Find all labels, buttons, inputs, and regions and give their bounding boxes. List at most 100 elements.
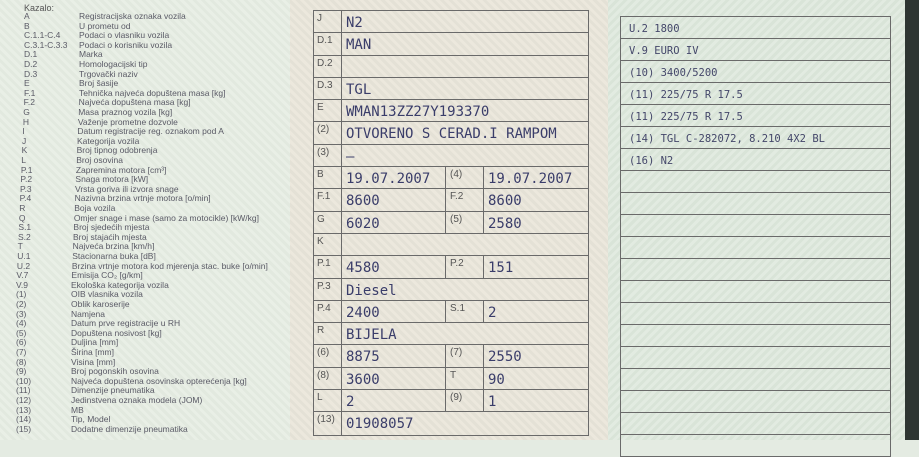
legend-text: Emisija CO₂ [g/km] <box>71 270 143 281</box>
field-value: WMAN13ZZ27Y193370 <box>346 104 490 121</box>
field-value: 90 <box>488 371 505 388</box>
field-value: BIJELA <box>346 327 397 344</box>
legend-item: F.1 Tehnička najveća dopuštena masa [kg] <box>24 87 294 99</box>
legend-code: R <box>19 203 26 213</box>
legend-code: D.1 <box>24 49 38 60</box>
field-value: TGL <box>346 81 372 98</box>
field-code: (6) <box>314 345 342 367</box>
legend-item: R Boja vozila <box>19 203 289 214</box>
legend-item: V.9 Ekološka kategorija vozila <box>16 279 286 291</box>
scan-edge <box>905 0 919 440</box>
table-row: (13) 01908057 <box>314 412 588 435</box>
legend-text: OIB vlasnika vozila <box>71 289 143 300</box>
legend-code: (1) <box>16 289 27 300</box>
field-code: P.4 <box>314 300 342 323</box>
table-row: R BIJELA <box>314 323 588 346</box>
legend-text: Važenje prometne dozvole <box>77 116 178 127</box>
legend-text: Dodatne dimenzije pneumatika <box>71 423 188 434</box>
additional-row: (11) 225/75 R 17.5 <box>621 105 890 127</box>
legend-text: Najveća brzina [km/h] <box>72 241 155 252</box>
legend-item: (2) Oblik karoserije <box>16 299 286 310</box>
field-value: 2 <box>488 304 497 321</box>
legend-text: Oblik karoserije <box>71 299 130 309</box>
table-row: (6) 8875 (7) 2550 <box>314 345 588 368</box>
legend-code: S.2 <box>18 231 31 242</box>
field-value <box>342 56 346 77</box>
legend-code: (4) <box>16 318 27 329</box>
additional-row <box>621 303 890 325</box>
legend-text: Vrsta goriva ili izvora snage <box>75 183 179 194</box>
additional-row: (14) TGL C-282072, 8.210 4X2 BL <box>621 127 890 149</box>
legend-text: Visina [mm] <box>71 356 116 367</box>
table-row: K <box>314 233 588 257</box>
field-value: 8875 <box>342 345 446 367</box>
legend-text: Broj pogonskih osovina <box>71 366 159 377</box>
table-row: G 6020 (5) 2580 <box>314 211 588 234</box>
legend-code: F.2 <box>23 97 35 108</box>
table-row: (2) OTVORENO S CERAD.I RAMPOM <box>314 122 588 145</box>
field-code: E <box>314 100 342 122</box>
legend-text: MB <box>71 404 84 415</box>
field-value <box>342 234 346 255</box>
legend-item: (15) Dodatne dimenzije pneumatika <box>16 423 286 435</box>
legend-code: (5) <box>16 327 27 338</box>
field-code: (2) <box>314 122 342 144</box>
legend-item: (4) Datum prve registracije u RH <box>16 319 286 329</box>
legend-code: P.3 <box>20 183 32 194</box>
legend-text: Broj sjedećih mjesta <box>73 222 150 233</box>
field-code: J <box>314 11 342 33</box>
additional-row: (16) N2 <box>621 149 890 171</box>
legend-code: (6) <box>16 337 27 348</box>
legend-text: Omjer snage i mase (samo za motocikle) [… <box>73 212 259 223</box>
field-code: F.2 <box>446 189 484 211</box>
table-row: (3) – <box>314 144 588 168</box>
legend-code: D.3 <box>24 68 38 79</box>
legend-item: (9) Broj pogonskih osovina <box>16 367 286 377</box>
legend-text: Tip, Model <box>71 414 111 425</box>
legend-item: P.4 Nazivna brzina vrtnje motora [o/min] <box>20 194 290 204</box>
legend-code: P.4 <box>19 193 32 204</box>
legend-item: E Broj šasije <box>24 79 294 89</box>
additional-row <box>621 369 890 391</box>
field-value: 4580 <box>342 256 446 278</box>
legend-item: (3) Namjena <box>16 308 286 320</box>
additional-row <box>621 281 890 303</box>
legend-code: S.1 <box>18 222 32 233</box>
additional-row: (10) 3400/5200 <box>621 61 890 83</box>
additional-row <box>621 215 890 237</box>
field-code: (7) <box>446 345 484 367</box>
legend-code: V.9 <box>16 279 28 290</box>
legend-item: (8) Visina [mm] <box>16 356 286 368</box>
legend-text: Tehnička najveća dopuštena masa [kg] <box>79 87 226 98</box>
legend-code: C.3.1-C.3.3 <box>24 39 68 50</box>
legend-item: H Važenje prometne dozvole <box>22 116 293 128</box>
legend-text: Dimenzije pneumatika <box>71 385 155 396</box>
legend-text: Broj tipnog odobrenja <box>76 145 158 156</box>
table-row: J N2 <box>314 11 588 34</box>
legend-code: (10) <box>16 375 32 386</box>
legend-text: Nazivna brzina vrtnje motora [o/min] <box>74 193 211 204</box>
legend-item: P.2 Snaga motora [kW] <box>20 175 290 185</box>
field-value: 2400 <box>342 300 446 323</box>
field-code: (3) <box>314 144 342 167</box>
legend-text: U prometu od <box>79 20 131 31</box>
legend-item: J Kategorija vozila <box>22 136 292 147</box>
legend-text: Dopuštena nosivost [kg] <box>71 327 162 338</box>
legend-title: Kazalo: <box>24 3 55 13</box>
field-code: (9) <box>446 390 484 412</box>
legend-text: Broj stajaćih mjesta <box>73 231 147 242</box>
field-code: G <box>314 211 342 233</box>
legend-text: Registracijska oznaka vozila <box>79 11 186 21</box>
legend-code: T <box>17 241 23 252</box>
additional-row <box>621 413 890 435</box>
field-code: D.2 <box>314 55 342 77</box>
legend-text: Namjena <box>71 308 106 319</box>
legend-text: Širina [mm] <box>71 347 114 357</box>
legend-item: (5) Dopuštena nosivost [kg] <box>16 327 286 339</box>
legend-code: B <box>24 20 30 31</box>
legend-text: Broj osovina <box>76 155 123 165</box>
legend-code: H <box>22 116 29 127</box>
legend-text: Jedinstvena oznaka modela (JOM) <box>71 395 203 405</box>
additional-data-panel <box>608 0 905 440</box>
table-row: E WMAN13ZZ27Y193370 <box>314 100 588 123</box>
